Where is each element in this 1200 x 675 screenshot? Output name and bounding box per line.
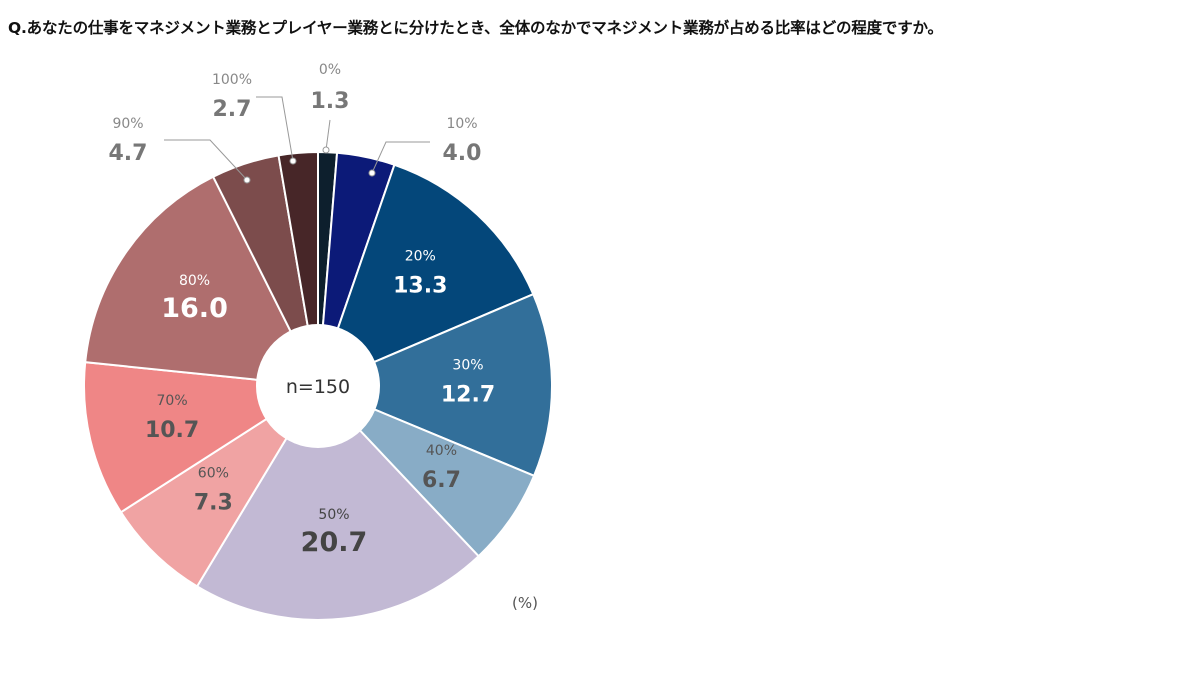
slice-60pct — [119, 385, 319, 588]
slice-value-label-0pct: 1.3 — [311, 89, 350, 114]
slice-value-label-50pct: 20.7 — [301, 527, 368, 558]
slice-category-label-60pct: 60% — [198, 465, 229, 481]
slice-value-label-10pct: 4.0 — [443, 141, 482, 166]
slice-category-label-70pct: 70% — [157, 393, 188, 409]
slice-category-label-100pct: 100% — [212, 72, 252, 88]
slice-value-label-70pct: 10.7 — [145, 418, 199, 443]
donut-hole — [256, 324, 380, 448]
leader-dot-10pct — [368, 169, 376, 177]
leader-line-100pct — [256, 96, 294, 162]
slice-value-label-80pct: 16.0 — [161, 293, 228, 324]
leader-dot-90pct — [243, 176, 251, 184]
slice-category-label-80pct: 80% — [179, 273, 210, 289]
unit-label: (%) — [512, 594, 538, 612]
leader-line-90pct — [164, 139, 248, 181]
slice-value-label-40pct: 6.7 — [422, 468, 461, 493]
slice-value-label-90pct: 4.7 — [109, 141, 148, 166]
slice-category-label-0pct: 0% — [319, 62, 341, 78]
slice-category-label-20pct: 20% — [405, 248, 436, 264]
slice-value-label-100pct: 2.7 — [213, 97, 252, 122]
leader-line-10pct — [371, 141, 430, 174]
slice-20pct — [316, 163, 535, 388]
leader-dot-0pct — [322, 146, 330, 154]
slice-value-label-60pct: 7.3 — [194, 490, 233, 515]
slice-30pct — [315, 292, 553, 478]
slice-value-label-20pct: 13.3 — [393, 273, 447, 298]
slice-category-label-10pct: 10% — [446, 116, 477, 132]
slice-category-label-50pct: 50% — [318, 507, 349, 523]
leader-dot-100pct — [289, 157, 297, 165]
slice-category-label-90pct: 90% — [112, 116, 143, 132]
slice-value-label-30pct: 12.7 — [441, 382, 495, 407]
center-label: n=150 — [286, 376, 350, 398]
question-title: Q.あなたの仕事をマネジメント業務とプレイヤー業務とに分けたとき、全体のなかでマ… — [8, 19, 943, 37]
slice-50pct — [195, 384, 481, 622]
leader-line-0pct — [325, 119, 331, 151]
slice-category-label-30pct: 30% — [452, 357, 483, 373]
slice-category-label-40pct: 40% — [426, 443, 457, 459]
slice-80pct — [84, 175, 320, 388]
